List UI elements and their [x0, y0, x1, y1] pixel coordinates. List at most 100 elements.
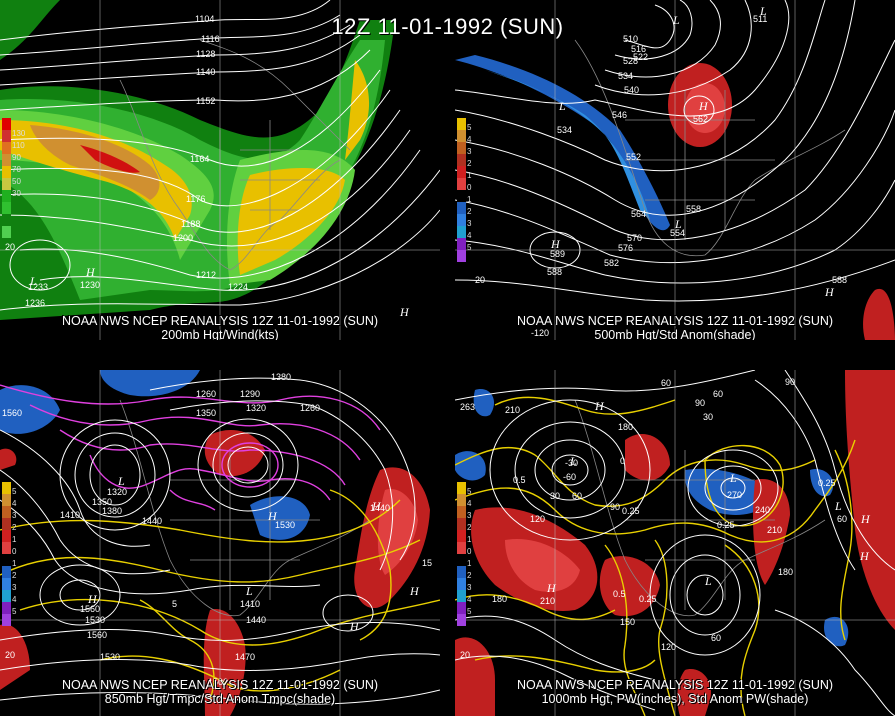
low-pressure-marker: L	[729, 471, 737, 485]
legend-label: 3	[467, 147, 472, 156]
caption-line1: NOAA NWS NCEP REANALYSIS 12Z 11-01-1992 …	[61, 678, 379, 692]
coastlines	[119, 399, 371, 617]
contour-label: 1104	[195, 14, 214, 24]
contour-label: 1350	[92, 497, 112, 507]
legend-label: 5	[467, 607, 472, 616]
legend-label: 1	[12, 535, 17, 544]
contour-label: 180	[618, 422, 633, 432]
contour-label: 1116	[201, 34, 220, 44]
legend-swatch	[2, 590, 11, 602]
legend-200mb	[2, 118, 11, 238]
map-200mb: 1104 1116 1128 1140 1152 1164 1176 1188 1200 1212…	[0, 0, 440, 340]
coastlines	[574, 399, 826, 617]
legend-label: 3	[467, 219, 472, 228]
low-pressure-marker: L	[834, 499, 842, 513]
contour-label: 0.5	[513, 475, 526, 485]
contour-label: 60	[572, 491, 582, 501]
legend-label: 3	[467, 583, 472, 592]
high-pressure-marker: H	[698, 99, 709, 113]
pw-contours-yellow	[455, 396, 856, 716]
contour-label: 1380	[271, 372, 291, 382]
legend-label: 2	[467, 571, 472, 580]
panel-1000mb: 263 210 60 90 90 60 30 180 -30 -60 0 30 60 90 120 210 24…	[455, 370, 895, 716]
legend-label: 50	[12, 177, 21, 186]
lat-lon-grid	[455, 370, 895, 716]
contour-label: 1440	[142, 516, 162, 526]
contour-label: 20	[5, 650, 15, 660]
contour-label: 180	[778, 567, 793, 577]
legend-label: 0	[467, 183, 472, 192]
legend-swatch	[457, 166, 466, 178]
legend-label: 110	[12, 141, 25, 150]
legend-swatch	[2, 614, 11, 626]
legend-swatch	[2, 482, 11, 494]
legend-850mb	[2, 482, 11, 626]
legend-swatch	[2, 178, 11, 190]
contour-label: 528	[623, 56, 638, 66]
legend-swatch	[457, 506, 466, 518]
anom-red4	[203, 609, 246, 716]
legend-swatch	[2, 518, 11, 530]
legend-swatch	[2, 602, 11, 614]
legend-swatch	[457, 578, 466, 590]
contour-label: 540	[624, 85, 639, 95]
contour-label: 30	[550, 491, 560, 501]
legend-label: 130	[12, 129, 26, 138]
legend-swatch	[2, 494, 11, 506]
contour-label: 1530	[275, 520, 295, 530]
panel-850mb: 1560 1380 1260 1290 1320 1260 1350 1320 1350 1380…	[0, 370, 440, 716]
pw-red3	[505, 539, 580, 592]
caption-line1: NOAA NWS NCEP REANALYSIS 12Z 11-01-1992 …	[516, 314, 834, 328]
contour-label: 0.25	[818, 478, 836, 488]
legend-swatch	[457, 154, 466, 166]
legend-swatch	[457, 602, 466, 614]
anom-red2	[685, 83, 725, 133]
legend-labels-500mb: 5 4 3 2 1 0 1 2 3 4 5	[467, 122, 471, 254]
high-pressure-marker: H	[546, 581, 557, 595]
legend-swatch	[457, 226, 466, 238]
contour-label: 20	[460, 650, 470, 660]
contour-label: 1200	[173, 233, 193, 243]
contour-label: 210	[540, 596, 555, 606]
contour-label: 120	[530, 514, 545, 524]
anom-blue2	[100, 370, 200, 397]
lat-lon-grid	[0, 370, 440, 716]
coastlines	[119, 39, 351, 271]
legend-1000mb	[457, 482, 466, 626]
low-pressure-marker: L	[558, 99, 566, 113]
legend-label: 0	[467, 547, 472, 556]
contour-label: 1410	[60, 510, 80, 520]
anom-red5	[0, 624, 30, 690]
contour-label: 588	[832, 275, 847, 285]
legend-swatch	[2, 190, 11, 202]
panel-200mb: 1104 1116 1128 1140 1152 1164 1176 1188 1200 1212…	[0, 0, 440, 340]
contour-label: 558	[686, 204, 701, 214]
contour-label: 60	[837, 514, 847, 524]
low-pressure-marker: L	[674, 217, 682, 231]
contour-label: 5	[172, 599, 177, 609]
caption-850mb: NOAA NWS NCEP REANALYSIS 12Z 11-01-1992 …	[0, 678, 440, 706]
legend-swatch	[2, 166, 11, 178]
legend-swatch	[2, 578, 11, 590]
caption-500mb: NOAA NWS NCEP REANALYSIS 12Z 11-01-1992 …	[455, 314, 895, 340]
legend-label: 1	[467, 171, 472, 180]
pw-red	[625, 434, 670, 481]
legend-labels-850mb: 5 4 3 2 1 0 1 2 3 4 5	[12, 486, 16, 618]
contour-label: 1128	[196, 49, 215, 59]
contour-label: 20	[5, 242, 15, 252]
legend-swatch	[2, 530, 11, 542]
contour-label: 589	[550, 249, 565, 259]
legend-swatch	[2, 542, 11, 554]
legend-label: 5	[467, 123, 472, 132]
low-pressure-marker: L	[569, 454, 577, 468]
contour-label: 1560	[80, 604, 100, 614]
contour-label: 570	[627, 233, 642, 243]
legend-swatch	[2, 202, 11, 214]
legend-swatch	[457, 566, 466, 578]
legend-swatch	[2, 142, 11, 154]
contour-label: 240	[755, 505, 770, 515]
legend-label: 4	[467, 595, 472, 604]
contour-label: 1290	[240, 389, 260, 399]
contour-label: 1212	[196, 270, 216, 280]
legend-swatch	[457, 482, 466, 494]
